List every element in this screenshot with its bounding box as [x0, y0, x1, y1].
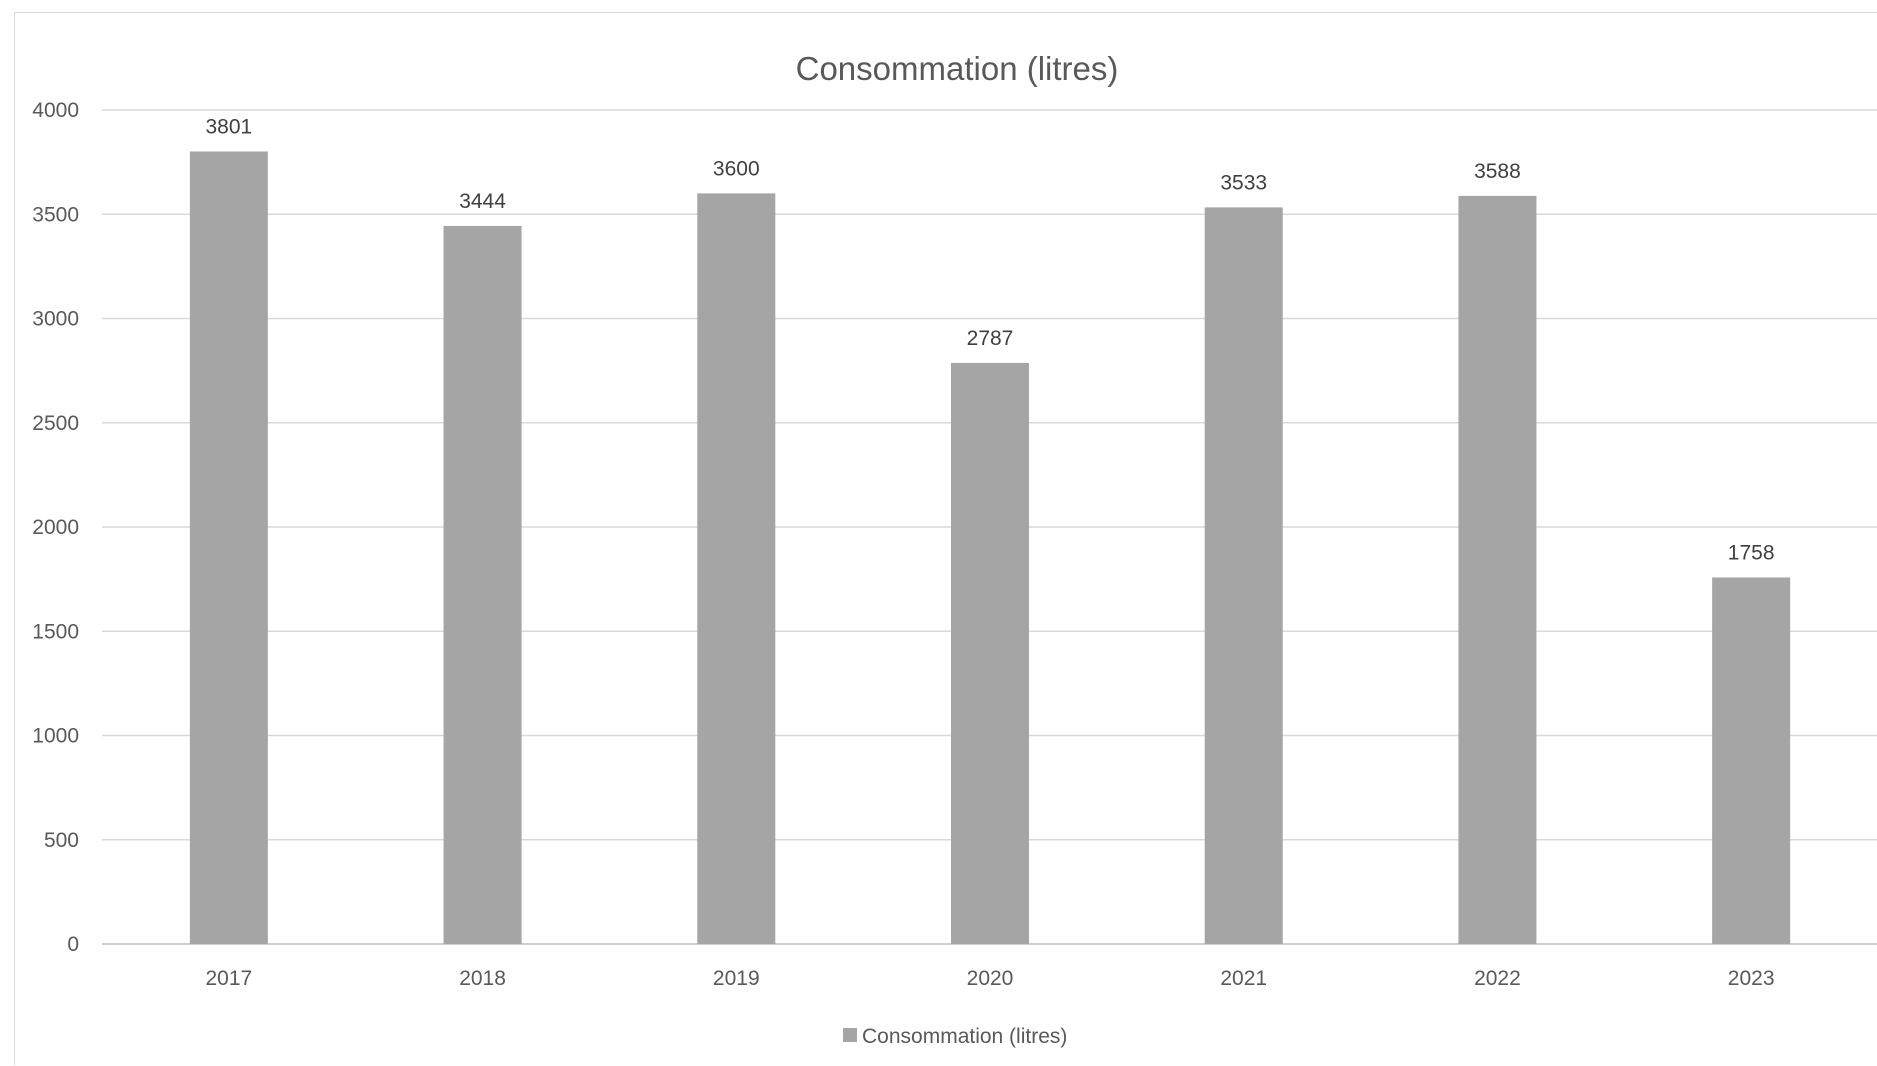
- data-label-2017: 3801: [205, 115, 252, 138]
- bar-2020: [951, 362, 1029, 944]
- data-label-2021: 3533: [1220, 171, 1267, 194]
- x-tick-label: 2018: [459, 967, 506, 990]
- y-tick-label: 1000: [32, 725, 79, 748]
- x-axis: 2017 2018 2019 2020 2021 2022 2023: [205, 967, 1774, 990]
- x-tick-label: 2021: [1220, 967, 1267, 990]
- data-label-2023: 1758: [1728, 541, 1775, 564]
- x-tick-label: 2017: [205, 967, 252, 990]
- bar-2019: [697, 193, 776, 944]
- legend-label: Consommation (litres): [862, 1025, 1067, 1048]
- x-tick-label: 2020: [967, 967, 1014, 990]
- bar-2021: [1204, 207, 1283, 944]
- data-label-2020: 2787: [967, 327, 1014, 350]
- y-axis: 0 500 1000 1500 2000 2500 3000 3500 4000: [32, 99, 79, 956]
- x-tick-label: 2023: [1728, 967, 1775, 990]
- data-labels: 3801 3444 3600 2787 3533 3588 1758: [205, 115, 1774, 564]
- x-tick-label: 2019: [713, 967, 760, 990]
- bars: [189, 151, 1791, 945]
- data-label-2022: 3588: [1474, 160, 1521, 183]
- y-tick-label: 2000: [32, 516, 79, 539]
- chart-title: Consommation (litres): [796, 50, 1119, 87]
- bar-2023: [1712, 577, 1791, 944]
- y-tick-label: 500: [44, 829, 79, 852]
- legend-swatch: [843, 1028, 857, 1042]
- bar-chart: Consommation (litres) 0 500 1000 1500 2000 25…: [32, 50, 1877, 1048]
- chart-frame: Consommation (litres) 0 500 1000 1500 2000 25…: [14, 12, 1877, 1065]
- bar-2018: [443, 225, 522, 944]
- data-label-2019: 3600: [713, 157, 760, 180]
- y-tick-label: 1500: [32, 620, 79, 643]
- legend: Consommation (litres): [843, 1025, 1067, 1048]
- bar-2022: [1458, 195, 1537, 945]
- bar-2017: [189, 151, 268, 944]
- y-tick-label: 4000: [32, 99, 79, 122]
- data-label-2018: 3444: [459, 190, 506, 213]
- y-tick-label: 0: [67, 933, 79, 956]
- y-tick-label: 3000: [32, 308, 79, 331]
- y-tick-label: 2500: [32, 412, 79, 435]
- x-tick-label: 2022: [1474, 967, 1521, 990]
- y-tick-label: 3500: [32, 203, 79, 226]
